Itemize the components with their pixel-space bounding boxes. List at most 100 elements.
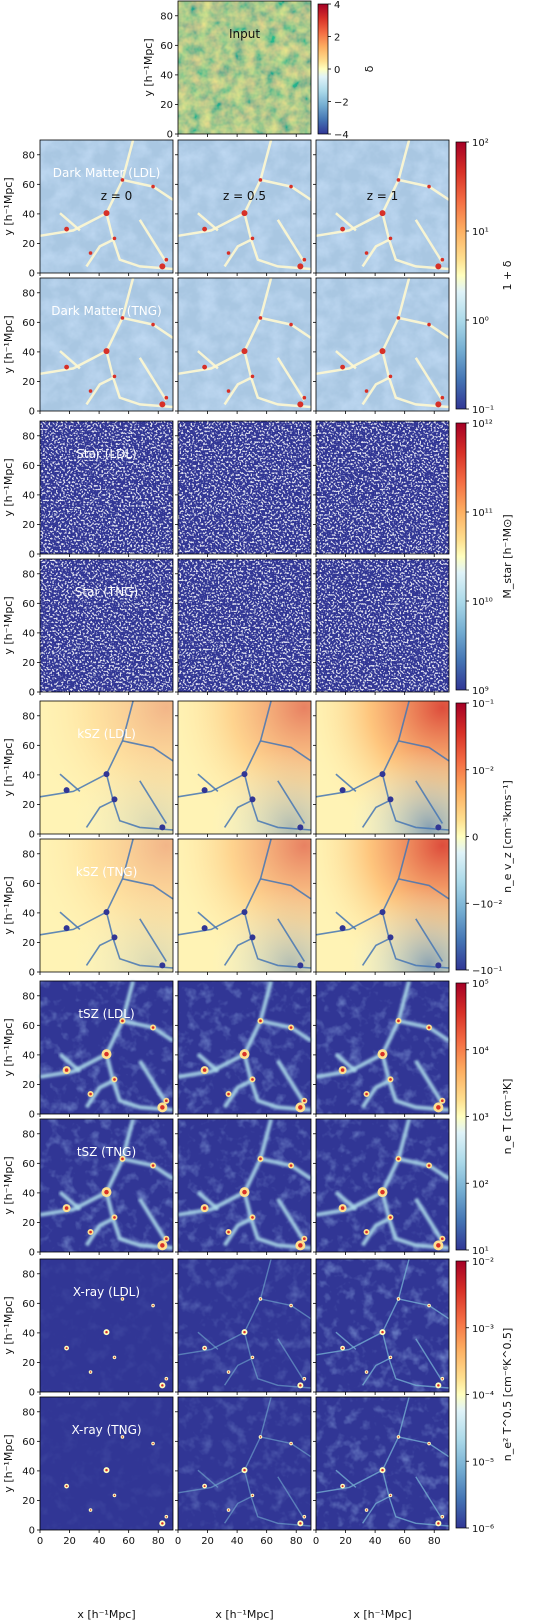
filament — [85, 376, 114, 406]
xray-core — [243, 1330, 246, 1334]
halo — [388, 374, 393, 379]
tsz-halo-core — [441, 1099, 444, 1103]
tsz-filament — [360, 1217, 390, 1247]
halo — [103, 348, 110, 355]
ksz-negative — [40, 701, 173, 834]
tsz-halo-core — [242, 1051, 247, 1057]
tsz-halo-core — [165, 1099, 168, 1103]
ksz-filament — [223, 938, 252, 966]
y-tick-label: 20 — [22, 520, 35, 531]
tsz-halo-core — [427, 1164, 431, 1167]
panel-frame — [315, 277, 450, 412]
x-tick-label: 0 — [175, 1536, 181, 1547]
tsz-filament — [242, 1191, 312, 1250]
halo — [435, 263, 442, 270]
xray-core — [227, 1371, 230, 1373]
input-panel — [177, 0, 312, 135]
filament — [105, 350, 174, 409]
panel-frame — [315, 558, 450, 693]
star-particles — [178, 559, 311, 692]
tsz-texture — [178, 981, 311, 1114]
stellar-filament — [139, 500, 167, 544]
tsz-filament — [84, 1079, 115, 1109]
colorbar-gradient — [456, 423, 466, 690]
y-axis-label: y [h⁻¹Mpc] — [2, 1156, 15, 1214]
colorbar-tick-label: 10⁹ — [472, 686, 489, 697]
star-particles — [40, 421, 173, 554]
xray-filament — [362, 1358, 390, 1386]
stellar-filament — [106, 493, 174, 551]
ksz-halo — [111, 796, 118, 803]
panel-label: Star (LDL) — [76, 447, 136, 461]
x-tick-label: 20 — [201, 1536, 214, 1547]
y-tick-label: 40 — [22, 628, 35, 639]
xray-core — [303, 1377, 306, 1380]
tsz-halo-core — [151, 1026, 155, 1029]
heatmap-panel — [177, 139, 312, 274]
x-tick-label: 80 — [290, 1536, 303, 1547]
y-tick-label: 60 — [22, 599, 35, 610]
xray-texture — [316, 1259, 449, 1392]
halo — [440, 257, 445, 262]
colorbar-frame — [455, 422, 467, 691]
panel-frame — [315, 838, 450, 973]
y-tick-label: 40 — [22, 490, 35, 501]
colorbar — [455, 982, 469, 1251]
filament — [85, 238, 114, 268]
stellar-filament — [106, 631, 174, 689]
xray-core — [428, 1442, 430, 1445]
heatmap-panel — [315, 139, 450, 274]
halo — [289, 184, 293, 189]
heatmap-panel — [39, 277, 174, 412]
y-tick-label: 80 — [22, 1269, 35, 1280]
tsz-texture — [316, 1119, 449, 1252]
tsz-filament — [84, 1217, 115, 1247]
halo — [241, 348, 248, 355]
colorbar-tick-label: −2 — [334, 98, 349, 109]
x-axis-label: x [h⁻¹Mpc] — [215, 1608, 273, 1621]
ksz-halo — [159, 824, 166, 831]
y-tick-label: 80 — [22, 711, 35, 722]
stellar-filament — [362, 658, 390, 686]
halo — [120, 316, 125, 320]
ksz-negative — [40, 839, 173, 972]
xray-filament — [243, 1470, 312, 1527]
tsz-halo-core — [397, 1019, 400, 1023]
panel-label: X-ray (LDL) — [73, 1285, 140, 1299]
colorbar — [455, 141, 469, 410]
y-axis-label: y [h⁻¹Mpc] — [2, 738, 15, 796]
heatmap-panel — [315, 1396, 450, 1531]
halo — [226, 251, 231, 255]
tsz-halo-core — [251, 1216, 254, 1219]
xray-filament — [277, 1338, 305, 1382]
y-tick-label: 40 — [22, 1050, 35, 1061]
ksz-filament — [277, 780, 306, 824]
y-tick-label: 80 — [160, 11, 173, 22]
ksz-halo — [159, 962, 166, 969]
xray-filament — [381, 1332, 450, 1389]
halo — [250, 236, 255, 241]
xray-filament — [381, 1470, 450, 1527]
panel-frame — [39, 1118, 174, 1253]
tsz-halo-core — [113, 1078, 116, 1081]
halo — [302, 395, 307, 400]
stellar-filament — [86, 520, 114, 548]
colorbar-tick-label: 2 — [334, 33, 340, 44]
xray-core — [243, 1468, 246, 1472]
halo — [64, 226, 69, 232]
tsz-filament — [242, 1053, 312, 1112]
panel-frame — [39, 558, 174, 693]
ksz-filament — [361, 938, 390, 966]
xray-core — [290, 1442, 292, 1445]
ksz-filament — [197, 773, 219, 793]
stellar-filament — [277, 500, 305, 544]
tsz-halo-core — [121, 1157, 124, 1161]
y-axis-label: y [h⁻¹Mpc] — [142, 38, 155, 96]
filament — [381, 212, 450, 271]
colorbar-tick-label: 10⁻² — [472, 1257, 494, 1268]
tsz-halo-core — [64, 1068, 69, 1072]
tsz-halo-core — [151, 1164, 155, 1167]
y-tick-label: 20 — [22, 1080, 35, 1091]
filament — [361, 376, 390, 406]
heatmap-panel — [39, 838, 174, 973]
